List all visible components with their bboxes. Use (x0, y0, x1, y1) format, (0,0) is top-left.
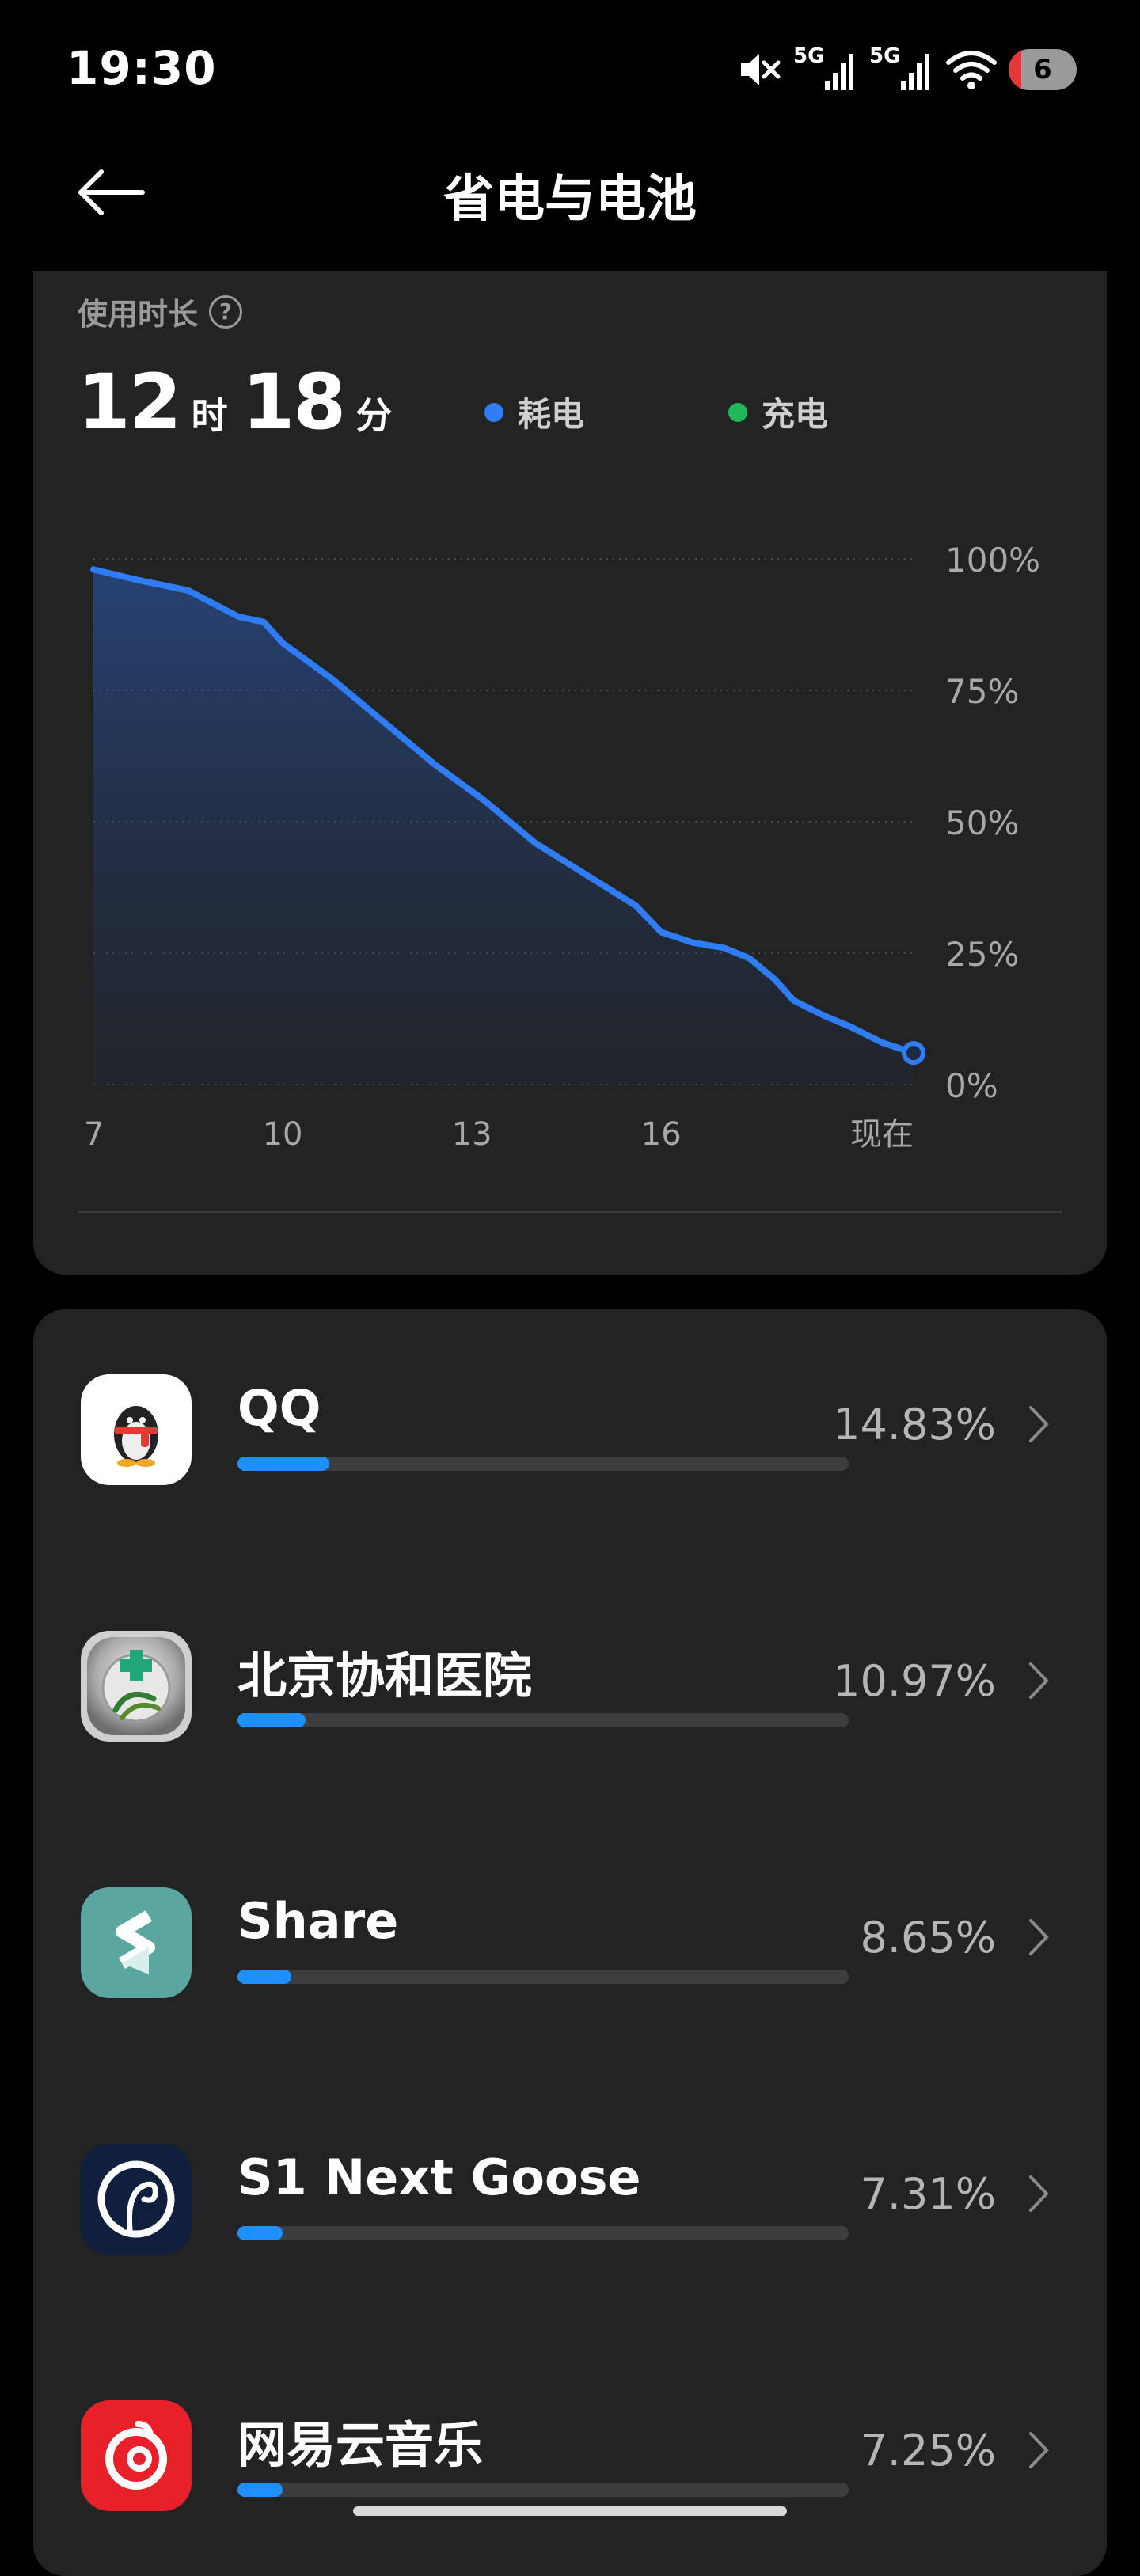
app-name: Share (238, 1892, 399, 1950)
signal-icon-2: 5G (869, 44, 934, 92)
help-icon[interactable]: ? (209, 294, 243, 329)
discharge-line (90, 566, 917, 1057)
battery-chart: 100% 75% 50% 25% 0% 7 10 13 16 现在 (84, 541, 1040, 1153)
app-row-netease-music[interactable]: 网易云音乐 7.25% (33, 2384, 1107, 2543)
usage-bar-track (238, 2226, 849, 2240)
usage-bar-track (238, 1970, 849, 1984)
network-type-label: 5G (793, 44, 825, 68)
share-app-icon (81, 1887, 192, 1998)
discharge-area (93, 569, 914, 1085)
wifi-icon (946, 51, 997, 89)
chevron-right-icon (1029, 1662, 1049, 1699)
legend-discharge-label: 耗电 (518, 395, 585, 434)
app-row-s1-next-goose[interactable]: S1 Next Goose 7.31% (33, 2128, 1107, 2286)
y-tick-label: 0% (945, 1066, 998, 1105)
y-tick-label: 100% (945, 541, 1040, 579)
app-row-share[interactable]: Share 8.65% (33, 1871, 1107, 2030)
usage-bar-fill (238, 1457, 329, 1471)
app-row-qq[interactable]: QQ 14.83% (33, 1358, 1107, 1517)
usage-duration-value: 12 时 18 分 (78, 358, 406, 446)
page-title: 省电与电池 (443, 170, 697, 229)
y-tick-label: 75% (945, 672, 1019, 711)
app-name: S1 Next Goose (238, 2149, 641, 2206)
battery-icon: 6 (1009, 49, 1077, 90)
x-tick-label: 13 (452, 1116, 492, 1153)
legend-charge-label: 充电 (762, 395, 829, 434)
usage-label-text: 使用时长 (78, 297, 199, 332)
usage-bar-fill (238, 1970, 291, 1984)
chevron-right-icon (1029, 1406, 1049, 1442)
x-tick-label: 现在 (850, 1116, 914, 1153)
app-percent: 7.25% (860, 2426, 996, 2475)
usage-minutes: 18 (241, 358, 347, 446)
x-tick-label: 16 (641, 1116, 682, 1153)
pumch-hospital-icon (81, 1631, 192, 1742)
y-tick-label: 25% (945, 935, 1019, 974)
usage-bar-track (238, 1457, 849, 1471)
legend-charge: 充电 (728, 388, 828, 436)
chevron-right-icon (1029, 2432, 1049, 2468)
app-row-pumch[interactable]: 北京协和医院 10.97% (33, 1615, 1107, 1773)
usage-bar-fill (238, 1713, 306, 1727)
status-bar: 19:30 5G 5G (0, 0, 1140, 135)
back-button[interactable] (76, 165, 147, 220)
current-level-point (902, 1041, 925, 1066)
usage-minutes-unit: 分 (355, 394, 393, 437)
y-tick-label: 50% (945, 804, 1019, 842)
x-tick-label: 7 (84, 1116, 104, 1153)
status-icons: 5G 5G 6 (738, 44, 1077, 95)
network-type-label-2: 5G (869, 44, 901, 68)
chevron-right-icon (1029, 1919, 1049, 1955)
arrow-left-icon (78, 169, 145, 215)
usage-duration-label: 使用时长 ? (78, 290, 243, 333)
battery-level: 6 (1033, 54, 1052, 85)
home-indicator[interactable] (353, 2506, 787, 2516)
usage-bar-track (238, 2483, 849, 2497)
usage-hours-unit: 时 (191, 394, 228, 437)
s1-next-goose-icon (81, 2144, 192, 2255)
netease-music-icon (81, 2400, 192, 2511)
chart-divider (78, 1211, 1062, 1213)
usage-bar-track (238, 1713, 849, 1727)
legend-charge-dot (728, 402, 747, 422)
legend-discharge-dot (484, 402, 504, 422)
app-name: 网易云音乐 (238, 2416, 484, 2474)
app-name: QQ (238, 1379, 321, 1437)
qq-icon (81, 1374, 192, 1485)
app-percent: 14.83% (833, 1400, 996, 1449)
battery-low-indicator (1009, 49, 1021, 90)
app-name: 北京协和医院 (238, 1647, 533, 1704)
usage-bar-fill (238, 2226, 283, 2240)
signal-icon: 5G (793, 44, 858, 92)
chevron-right-icon (1029, 2175, 1049, 2212)
app-percent: 8.65% (860, 1913, 996, 1962)
status-time: 19:30 (66, 41, 217, 95)
legend-discharge: 耗电 (484, 388, 584, 436)
usage-hours: 12 (78, 358, 182, 446)
x-tick-label: 10 (263, 1116, 303, 1153)
usage-bar-fill (238, 2483, 283, 2497)
app-usage-card (33, 1309, 1107, 2576)
app-percent: 7.31% (860, 2169, 996, 2219)
app-percent: 10.97% (833, 1656, 996, 1706)
mute-icon (741, 54, 781, 85)
